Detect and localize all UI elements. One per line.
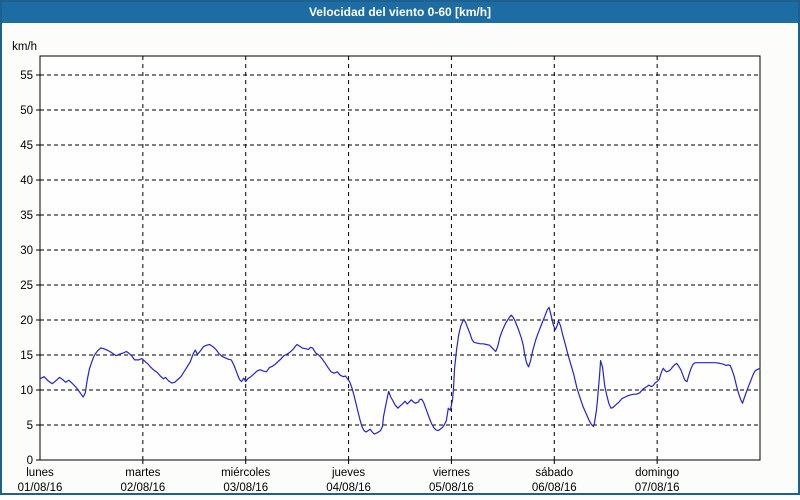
x-day-name-label: martes (125, 467, 160, 479)
y-tick-label: 30 (20, 245, 33, 257)
y-axis-unit-label: km/h (12, 41, 37, 53)
title-bar: Velocidad del viento 0-60 [km/h] (2, 2, 798, 23)
wind-speed-line (39, 306, 761, 435)
x-day-date-label: 03/08/16 (223, 482, 268, 494)
y-tick-label: 5 (27, 420, 33, 432)
y-tick-label: 35 (20, 210, 33, 222)
x-day-date-label: 06/08/16 (532, 482, 577, 494)
y-tick-label: 45 (20, 140, 33, 152)
x-day-date-label: 01/08/16 (18, 482, 63, 494)
plot-area (39, 55, 761, 461)
x-day-name-label: sábado (535, 467, 573, 479)
chart-title: Velocidad del viento 0-60 [km/h] (308, 5, 492, 19)
x-day-date-label: 07/08/16 (635, 482, 680, 494)
y-tick-label: 10 (20, 385, 33, 397)
x-day-name-label: lunes (26, 467, 54, 479)
y-tick-label: 20 (20, 315, 33, 327)
x-day-name-label: miércoles (221, 467, 270, 479)
x-day-date-label: 05/08/16 (429, 482, 474, 494)
x-day-name-label: viernes (433, 467, 470, 479)
y-tick-label: 0 (27, 455, 33, 467)
x-day-date-label: 04/08/16 (326, 482, 371, 494)
x-day-name-label: jueves (331, 467, 365, 479)
y-tick-label: 15 (20, 350, 33, 362)
x-day-date-label: 02/08/16 (120, 482, 165, 494)
x-day-name-label: domingo (635, 467, 679, 479)
y-tick-label: 40 (20, 175, 33, 187)
y-tick-label: 55 (20, 70, 33, 82)
y-tick-label: 25 (20, 280, 33, 292)
y-tick-label: 50 (20, 105, 33, 117)
